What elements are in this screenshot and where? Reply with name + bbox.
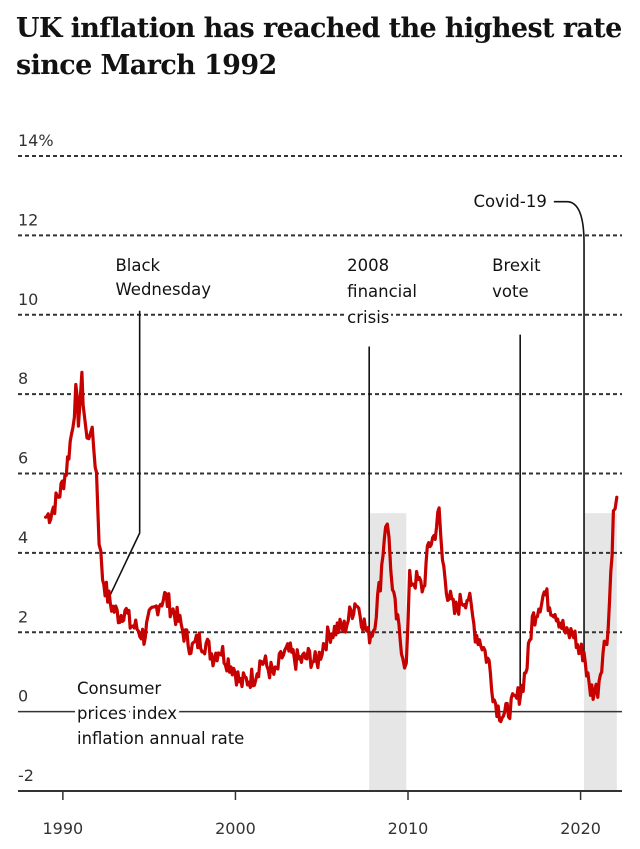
y-tick-label: 14% — [18, 131, 54, 150]
annotation-text: vote — [492, 282, 528, 301]
y-tick-label: 8 — [18, 369, 28, 388]
y-tick-label: -2 — [18, 766, 34, 785]
black-wednesday-leader — [108, 310, 141, 597]
y-axis-ticks: -2 0 2 4 6 8 10 12 14% — [18, 131, 54, 785]
event-annotations: Black Wednesday 2008 financial crisis Brexit v… — [112, 189, 549, 330]
y-tick-label: 0 — [18, 687, 28, 706]
covid-leader — [553, 200, 585, 653]
series-label-line: inflation annual rate — [77, 729, 244, 748]
annotation-3: Covid-19 — [470, 189, 549, 214]
x-tick-label: 2020 — [560, 819, 601, 838]
y-tick-label: 10 — [18, 290, 38, 309]
x-axis: 1990 2000 2010 2020 — [18, 790, 622, 838]
annotation-text: crisis — [347, 308, 389, 327]
cpi-inflation-line — [44, 370, 619, 724]
annotation-text: financial — [347, 282, 417, 301]
x-tick-label: 1990 — [43, 819, 84, 838]
x-tick-label: 2010 — [388, 819, 429, 838]
annotation-text: 2008 — [347, 256, 389, 275]
annotation-leader-lines — [108, 200, 585, 692]
annotation-1: 2008 financial crisis — [344, 253, 420, 330]
series-lines — [44, 370, 619, 724]
y-tick-label: 2 — [18, 607, 28, 626]
y-tick-label: 6 — [18, 449, 28, 468]
x-tick-label: 2000 — [215, 819, 256, 838]
chart-title: UK inflation has reached the highest rat… — [16, 13, 622, 81]
annotation-text: Brexit — [492, 256, 541, 275]
annotation-2: Brexit vote — [489, 253, 544, 304]
series-label-line: Consumer — [77, 679, 161, 698]
annotation-text: Covid-19 — [473, 192, 546, 211]
y-tick-label: 4 — [18, 528, 28, 547]
gridlines — [18, 155, 622, 713]
annotation-text: Wednesday — [115, 280, 211, 299]
y-tick-label: 12 — [18, 210, 38, 229]
series-label: Consumer prices index inflation annual rat… — [74, 675, 248, 751]
series-label-line: prices index — [77, 704, 177, 723]
annotation-text: Black — [115, 256, 160, 275]
annotation-0: Black Wednesday — [112, 253, 214, 302]
